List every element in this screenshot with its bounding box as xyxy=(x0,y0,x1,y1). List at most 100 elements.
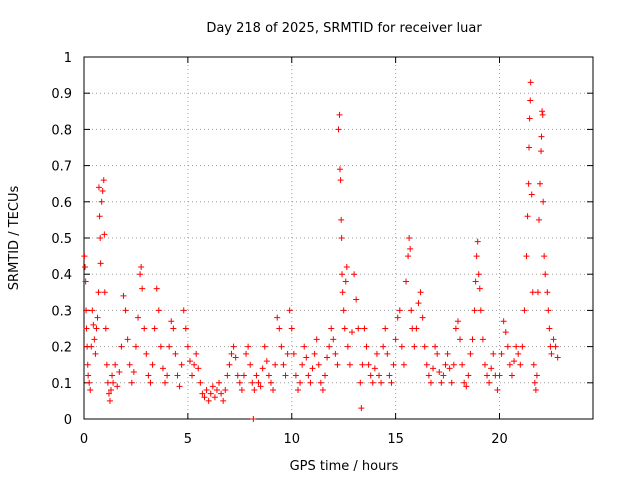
data-point xyxy=(222,387,229,394)
data-point xyxy=(340,307,347,314)
data-point xyxy=(288,325,295,332)
data-point xyxy=(496,372,503,379)
data-point xyxy=(209,383,216,390)
y-tick-label: 0.4 xyxy=(51,268,72,283)
y-tick-label: 0.3 xyxy=(51,304,72,319)
data-point xyxy=(87,387,94,394)
data-point xyxy=(213,387,220,394)
data-point xyxy=(336,166,343,173)
y-tick-label: 0.6 xyxy=(51,196,72,211)
data-point xyxy=(137,271,144,278)
data-point xyxy=(261,343,268,350)
data-point xyxy=(95,184,102,191)
y-tick-label: 1 xyxy=(64,51,72,66)
data-point xyxy=(519,343,526,350)
data-point xyxy=(525,180,532,187)
data-point xyxy=(386,372,393,379)
data-point xyxy=(427,379,434,386)
data-point xyxy=(101,289,108,296)
data-point xyxy=(153,285,160,292)
data-point xyxy=(550,336,557,343)
data-point xyxy=(542,271,549,278)
data-point xyxy=(101,231,108,238)
data-point xyxy=(201,394,208,401)
data-point xyxy=(346,361,353,368)
data-point xyxy=(332,350,339,357)
data-point xyxy=(253,372,260,379)
data-point xyxy=(324,354,331,361)
data-point xyxy=(545,307,552,314)
data-point xyxy=(205,397,212,404)
x-tick-label: 15 xyxy=(387,432,404,447)
data-point xyxy=(502,329,509,336)
data-point xyxy=(552,343,559,350)
tick-labels: 00.10.20.30.40.50.60.70.80.910 5 10 15 20 xyxy=(51,51,507,447)
data-point xyxy=(527,79,534,86)
x-tick-label: 0 xyxy=(80,432,88,447)
data-point xyxy=(86,379,93,386)
data-point xyxy=(274,314,281,321)
data-point xyxy=(276,325,283,332)
data-point xyxy=(216,379,223,386)
data-point xyxy=(411,343,418,350)
data-point xyxy=(162,379,169,386)
data-point xyxy=(103,361,110,368)
data-point xyxy=(180,307,187,314)
x-tick-label: 20 xyxy=(491,432,508,447)
data-point xyxy=(259,365,266,372)
data-point xyxy=(105,390,112,397)
data-point xyxy=(529,289,536,296)
data-point xyxy=(344,343,351,350)
data-point xyxy=(394,314,401,321)
data-point xyxy=(484,372,491,379)
data-point xyxy=(425,372,432,379)
data-point xyxy=(526,144,533,151)
data-point xyxy=(230,343,237,350)
data-point xyxy=(106,397,113,404)
data-point xyxy=(257,383,264,390)
data-point xyxy=(193,350,200,357)
data-point xyxy=(388,379,395,386)
data-point xyxy=(149,361,156,368)
data-point xyxy=(195,365,202,372)
data-point xyxy=(91,336,98,343)
y-tick-label: 0.1 xyxy=(51,377,72,392)
data-point xyxy=(265,372,272,379)
data-point xyxy=(378,379,385,386)
data-point xyxy=(92,350,99,357)
data-point xyxy=(537,180,544,187)
data-point xyxy=(526,115,533,122)
data-point xyxy=(267,379,274,386)
data-point xyxy=(390,361,397,368)
data-point xyxy=(166,343,173,350)
data-point xyxy=(471,307,478,314)
data-point xyxy=(282,372,289,379)
data-point xyxy=(475,271,482,278)
data-point xyxy=(511,358,518,365)
data-point xyxy=(481,361,488,368)
y-tick-label: 0.9 xyxy=(51,87,72,102)
data-point xyxy=(263,358,270,365)
data-point xyxy=(303,354,310,361)
data-point xyxy=(250,416,257,422)
data-point xyxy=(444,350,451,357)
data-point xyxy=(186,358,193,365)
data-point xyxy=(247,361,254,368)
data-point xyxy=(338,216,345,223)
data-point xyxy=(81,253,88,260)
data-point xyxy=(355,325,362,332)
data-point xyxy=(270,387,277,394)
data-point xyxy=(490,350,497,357)
data-point xyxy=(403,278,410,285)
data-point xyxy=(486,379,493,386)
data-point xyxy=(104,379,111,386)
data-point xyxy=(184,343,191,350)
data-point xyxy=(358,405,365,412)
data-point xyxy=(255,379,262,386)
data-point xyxy=(82,263,89,270)
data-point xyxy=(373,350,380,357)
data-point xyxy=(328,325,335,332)
data-point xyxy=(93,325,100,332)
data-point xyxy=(128,379,135,386)
